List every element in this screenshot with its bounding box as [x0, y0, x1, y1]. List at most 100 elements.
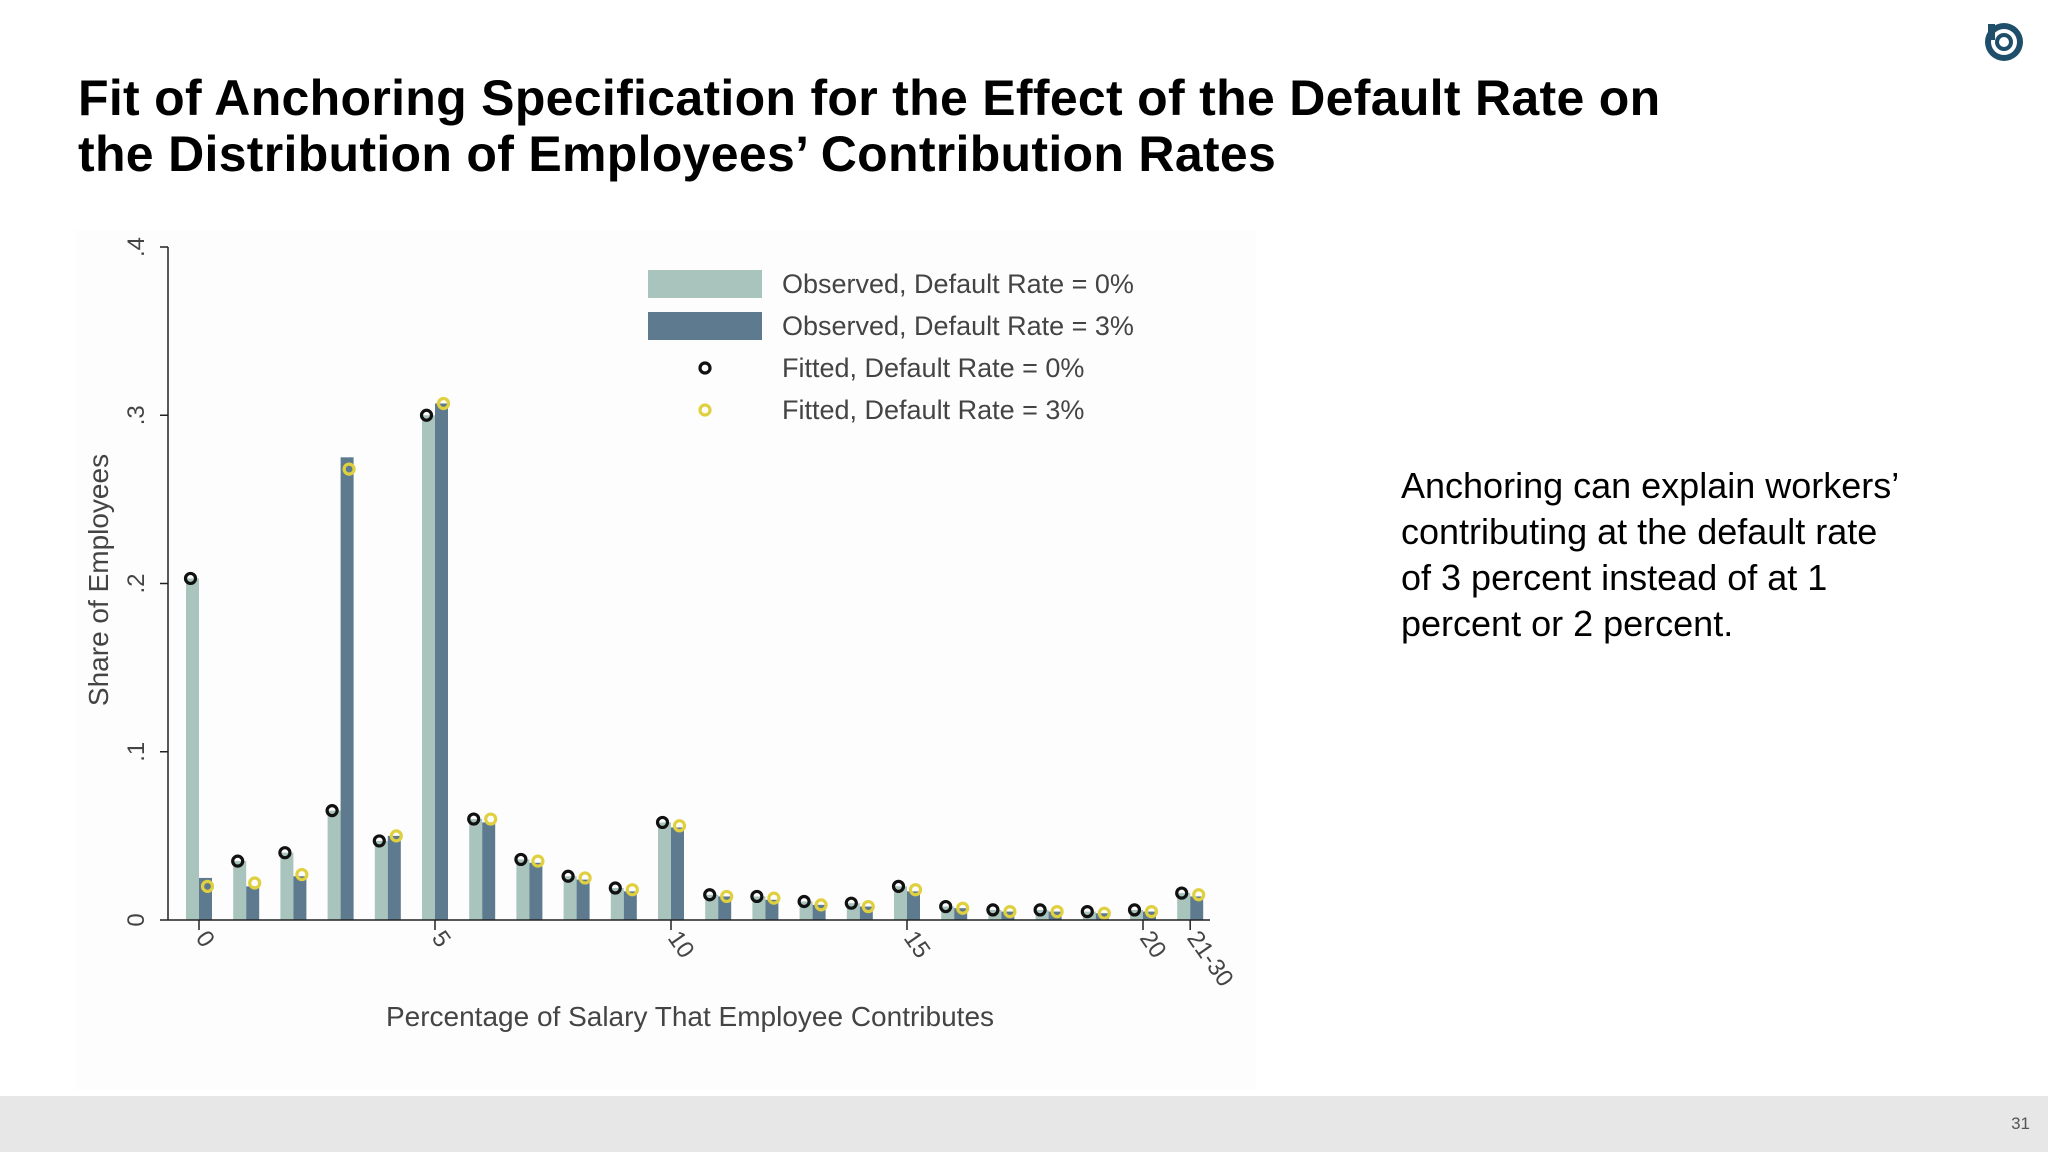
bar-s1-4 [387, 835, 401, 920]
marker-s0-4 [372, 834, 386, 848]
legend-marker [698, 403, 712, 417]
markers-layer [183, 396, 1206, 920]
marker-s1-20 [1144, 904, 1159, 919]
marker-s0-2 [278, 846, 292, 860]
marker-s1-2 [295, 867, 309, 882]
x-tick-label: 5 [426, 926, 456, 952]
page-number: 31 [2011, 1114, 2030, 1133]
legend: Observed, Default Rate = 0% Observed, Def… [648, 269, 1134, 425]
marker-s0-10 [655, 815, 670, 830]
bar-s0-0 [186, 578, 199, 920]
bar-s1-12 [765, 899, 779, 920]
marker-s1-0 [200, 879, 215, 893]
marker-s1-7 [531, 854, 545, 868]
y-ticks: 0 .1 .2 .3 .4 [123, 237, 168, 927]
bar-s1-9 [623, 891, 637, 920]
legend-label: Fitted, Default Rate = 3% [782, 395, 1084, 425]
bar-s1-8 [576, 879, 590, 920]
bar-s0-2 [280, 852, 294, 920]
y-tick-label: .3 [123, 405, 150, 425]
y-tick-label: .2 [123, 573, 150, 593]
marker-s0-21-30 [1175, 886, 1189, 900]
marker-s0-3 [325, 804, 339, 818]
marker-s1-1 [248, 876, 262, 890]
marker-s0-9 [608, 881, 622, 895]
marker-s1-11 [720, 889, 734, 904]
bar-s1-10 [671, 827, 684, 920]
marker-s1-16 [956, 901, 970, 915]
bar-s0-4 [374, 840, 388, 920]
marker-s1-12 [767, 891, 781, 905]
bars-layer [186, 403, 1204, 920]
marker-s1-18 [1050, 904, 1064, 919]
brand-logo-icon [1985, 23, 2023, 61]
marker-s0-15 [891, 879, 906, 893]
bar-s0-21-30 [1177, 893, 1191, 920]
marker-s0-17 [986, 903, 1000, 917]
title-line-1: Fit of Anchoring Specification for the E… [78, 70, 1661, 126]
bar-s1-3 [340, 457, 354, 920]
bar-s0-5 [422, 415, 435, 920]
legend-label: Observed, Default Rate = 3% [782, 311, 1134, 341]
marker-s0-6 [467, 812, 481, 826]
x-tick-label: 20 [1134, 926, 1171, 963]
marker-s1-17 [1003, 904, 1017, 919]
bar-s1-14 [859, 906, 873, 920]
bar-s0-1 [233, 861, 247, 920]
marker-s0-14 [844, 896, 858, 910]
marker-s1-9 [625, 883, 639, 897]
bar-s1-0 [199, 877, 212, 920]
y-tick-label: 0 [123, 913, 150, 926]
bar-s1-5 [435, 403, 448, 920]
x-tick-label: 10 [662, 926, 699, 963]
bar-s1-21-30 [1190, 896, 1204, 920]
x-ticks: 0 5 10 15 20 21-30 [190, 920, 1239, 992]
y-axis-label: Share of Employees [83, 454, 114, 706]
x-tick-label: 21-30 [1181, 926, 1238, 992]
marker-s0-19 [1080, 904, 1094, 919]
legend-label: Fitted, Default Rate = 0% [782, 353, 1084, 383]
y-tick-label: .1 [123, 742, 150, 762]
slide-title: Fit of Anchoring Specification for the E… [78, 70, 1958, 182]
marker-s1-13 [814, 898, 828, 912]
marker-s1-21-30 [1192, 888, 1206, 902]
bar-s0-16 [941, 906, 955, 920]
marker-s0-7 [514, 852, 528, 867]
x-tick-label: 15 [898, 926, 935, 963]
bar-s1-6 [482, 822, 496, 920]
bar-s0-7 [516, 859, 530, 920]
marker-s0-12 [750, 889, 764, 904]
marker-s1-14 [861, 899, 875, 914]
marker-s0-5 [419, 408, 434, 422]
x-tick-label: 0 [190, 926, 220, 952]
y-tick-label: .4 [123, 237, 150, 257]
bar-s0-3 [327, 810, 341, 920]
bar-s0-9 [610, 888, 624, 920]
marker-s0-18 [1033, 903, 1047, 917]
marker-s1-5 [436, 396, 451, 411]
marker-s1-6 [484, 812, 498, 826]
marker-s0-16 [939, 899, 953, 914]
bar-s0-15 [894, 886, 907, 920]
marker-s1-8 [578, 871, 592, 885]
title-line-2: the Distribution of Employees’ Contribut… [78, 126, 1277, 182]
footer-bar: 31 [0, 1096, 2048, 1152]
bar-s1-2 [293, 876, 307, 920]
marker-s0-0 [183, 571, 198, 586]
bar-s0-8 [563, 876, 577, 920]
marker-s0-1 [231, 854, 245, 868]
marker-s1-4 [389, 829, 403, 843]
legend-label: Observed, Default Rate = 0% [782, 269, 1134, 299]
chart: 0 .1 .2 .3 .4 0 5 10 15 20 21-30 Share of Employe… [83, 237, 1239, 1032]
marker-s0-8 [561, 869, 575, 883]
bar-s0-10 [658, 822, 671, 920]
marker-s0-13 [797, 894, 811, 909]
chart-area: 0 .1 .2 .3 .4 0 5 10 15 20 21-30 Share of Employe… [76, 230, 1256, 1090]
bar-s1-15 [907, 891, 920, 920]
marker-s1-10 [672, 819, 687, 833]
x-axis-label: Percentage of Salary That Employee Contr… [386, 1001, 994, 1032]
marker-s1-3 [342, 462, 356, 476]
marker-s1-15 [908, 883, 923, 897]
legend-marker [698, 361, 712, 375]
marker-s0-20 [1127, 903, 1142, 917]
